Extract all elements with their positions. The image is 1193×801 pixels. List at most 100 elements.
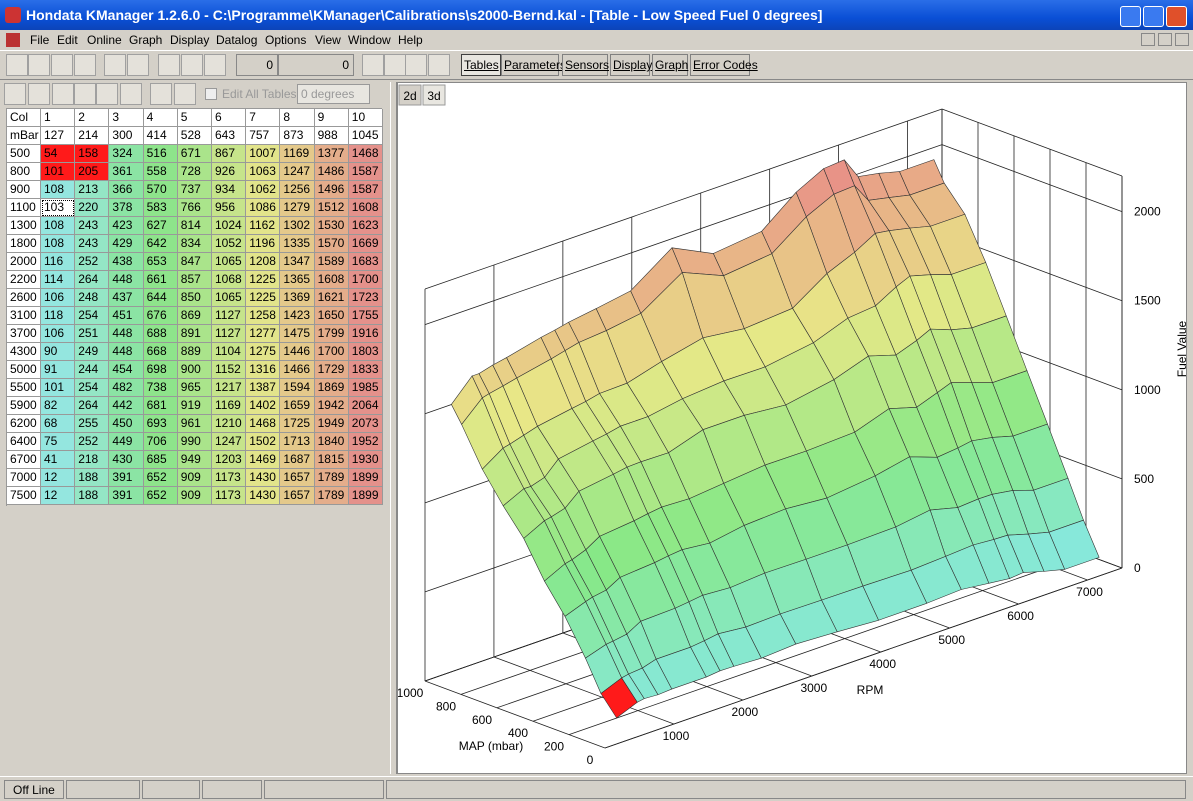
table-cell[interactable]: 1623 bbox=[348, 217, 383, 235]
menu-item[interactable]: Display bbox=[170, 33, 210, 47]
table-cell[interactable]: 706 bbox=[143, 433, 178, 451]
table-cell[interactable]: 1279 bbox=[280, 199, 315, 217]
table-cell[interactable]: 676 bbox=[143, 307, 178, 325]
table-cell[interactable]: 1833 bbox=[348, 361, 383, 379]
table-cell[interactable]: 1789 bbox=[314, 487, 349, 505]
table-cell[interactable]: 642 bbox=[143, 235, 178, 253]
table-cell[interactable]: 693 bbox=[143, 415, 178, 433]
table-cell[interactable]: 926 bbox=[212, 163, 247, 181]
table-cell[interactable]: 1594 bbox=[280, 379, 315, 397]
table-cell[interactable]: 847 bbox=[177, 253, 212, 271]
table-cell[interactable]: 101 bbox=[41, 163, 76, 181]
table-cell[interactable]: 1815 bbox=[314, 451, 349, 469]
mdi-button[interactable] bbox=[1175, 33, 1189, 46]
close-button[interactable] bbox=[1166, 6, 1187, 27]
table-cell[interactable]: 430 bbox=[109, 451, 144, 469]
toolbar-tab[interactable]: Sensors bbox=[562, 54, 609, 76]
table-cell[interactable]: 448 bbox=[109, 343, 144, 361]
tool-button[interactable] bbox=[204, 54, 226, 76]
table-cell[interactable]: 249 bbox=[75, 343, 110, 361]
table-cell[interactable]: 1713 bbox=[280, 433, 315, 451]
table-cell[interactable]: 1725 bbox=[280, 415, 315, 433]
table-cell[interactable]: 1942 bbox=[314, 397, 349, 415]
table-tool-button[interactable] bbox=[150, 83, 172, 105]
table-cell[interactable]: 454 bbox=[109, 361, 144, 379]
table-cell[interactable]: 391 bbox=[109, 469, 144, 487]
tool-button[interactable] bbox=[362, 54, 384, 76]
table-cell[interactable]: 1104 bbox=[212, 343, 247, 361]
table-cell[interactable]: 891 bbox=[177, 325, 212, 343]
table-cell[interactable]: 698 bbox=[143, 361, 178, 379]
table-cell[interactable]: 1024 bbox=[212, 217, 247, 235]
table-cell[interactable]: 867 bbox=[212, 145, 247, 163]
table-cell[interactable]: 1335 bbox=[280, 235, 315, 253]
table-cell[interactable]: 1203 bbox=[212, 451, 247, 469]
table-cell[interactable]: 1657 bbox=[280, 469, 315, 487]
table-cell[interactable]: 244 bbox=[75, 361, 110, 379]
table-cell[interactable]: 570 bbox=[143, 181, 178, 199]
table-cell[interactable]: 1430 bbox=[246, 469, 281, 487]
tool-button[interactable] bbox=[405, 54, 427, 76]
table-cell[interactable]: 361 bbox=[109, 163, 144, 181]
menu-item[interactable]: Graph bbox=[129, 33, 163, 47]
table-cell[interactable]: 1173 bbox=[212, 487, 247, 505]
table-cell[interactable]: 961 bbox=[177, 415, 212, 433]
table-cell[interactable]: 254 bbox=[75, 379, 110, 397]
table-cell[interactable]: 814 bbox=[177, 217, 212, 235]
tool-button[interactable] bbox=[28, 54, 50, 76]
menu-item[interactable]: Help bbox=[398, 33, 423, 47]
table-cell[interactable]: 1729 bbox=[314, 361, 349, 379]
table-cell[interactable]: 1700 bbox=[314, 343, 349, 361]
table-cell[interactable]: 437 bbox=[109, 289, 144, 307]
table-cell[interactable]: 1086 bbox=[246, 199, 281, 217]
table-cell[interactable]: 1277 bbox=[246, 325, 281, 343]
table-cell[interactable]: 1669 bbox=[348, 235, 383, 253]
table-cell[interactable]: 1063 bbox=[246, 163, 281, 181]
table-cell[interactable]: 1469 bbox=[246, 451, 281, 469]
table-cell[interactable]: 1258 bbox=[246, 307, 281, 325]
table-cell[interactable]: 449 bbox=[109, 433, 144, 451]
table-cell[interactable]: 82 bbox=[41, 397, 76, 415]
table-cell[interactable]: 1402 bbox=[246, 397, 281, 415]
table-cell[interactable]: 1210 bbox=[212, 415, 247, 433]
table-cell[interactable]: 869 bbox=[177, 307, 212, 325]
table-cell[interactable]: 1369 bbox=[280, 289, 315, 307]
table-cell[interactable]: 451 bbox=[109, 307, 144, 325]
view-button-label[interactable]: 2d bbox=[403, 89, 416, 103]
table-cell[interactable]: 1065 bbox=[212, 253, 247, 271]
menu-item[interactable]: File bbox=[30, 33, 50, 47]
table-cell[interactable]: 919 bbox=[177, 397, 212, 415]
table-cell[interactable]: 1985 bbox=[348, 379, 383, 397]
toolbar-tab[interactable]: Display bbox=[610, 54, 652, 76]
number-field[interactable]: 0 bbox=[236, 54, 278, 76]
table-cell[interactable]: 54 bbox=[41, 145, 76, 163]
table-cell[interactable]: 1799 bbox=[314, 325, 349, 343]
table-cell[interactable]: 766 bbox=[177, 199, 212, 217]
table-cell[interactable]: 1468 bbox=[246, 415, 281, 433]
table-cell[interactable]: 438 bbox=[109, 253, 144, 271]
table-cell[interactable]: 738 bbox=[143, 379, 178, 397]
mdi-button[interactable] bbox=[1141, 33, 1155, 46]
table-cell[interactable]: 1949 bbox=[314, 415, 349, 433]
table-cell[interactable]: 188 bbox=[75, 469, 110, 487]
table-cell[interactable]: 1275 bbox=[246, 343, 281, 361]
table-tool-button[interactable] bbox=[28, 83, 50, 105]
table-cell[interactable]: 1687 bbox=[280, 451, 315, 469]
tool-button[interactable] bbox=[104, 54, 126, 76]
table-cell[interactable]: 956 bbox=[212, 199, 247, 217]
table-cell[interactable]: 264 bbox=[75, 271, 110, 289]
table-cell[interactable]: 251 bbox=[75, 325, 110, 343]
table-cell[interactable]: 990 bbox=[177, 433, 212, 451]
table-cell[interactable]: 1587 bbox=[348, 163, 383, 181]
table-cell[interactable]: 652 bbox=[143, 487, 178, 505]
table-cell[interactable]: 1387 bbox=[246, 379, 281, 397]
table-cell[interactable]: 1650 bbox=[314, 307, 349, 325]
tool-button[interactable] bbox=[127, 54, 149, 76]
table-cell[interactable]: 1789 bbox=[314, 469, 349, 487]
table-cell[interactable]: 1502 bbox=[246, 433, 281, 451]
table-cell[interactable]: 264 bbox=[75, 397, 110, 415]
checkbox[interactable] bbox=[205, 88, 217, 100]
table-cell[interactable]: 1587 bbox=[348, 181, 383, 199]
table-cell[interactable]: 671 bbox=[177, 145, 212, 163]
table-cell[interactable]: 1916 bbox=[348, 325, 383, 343]
